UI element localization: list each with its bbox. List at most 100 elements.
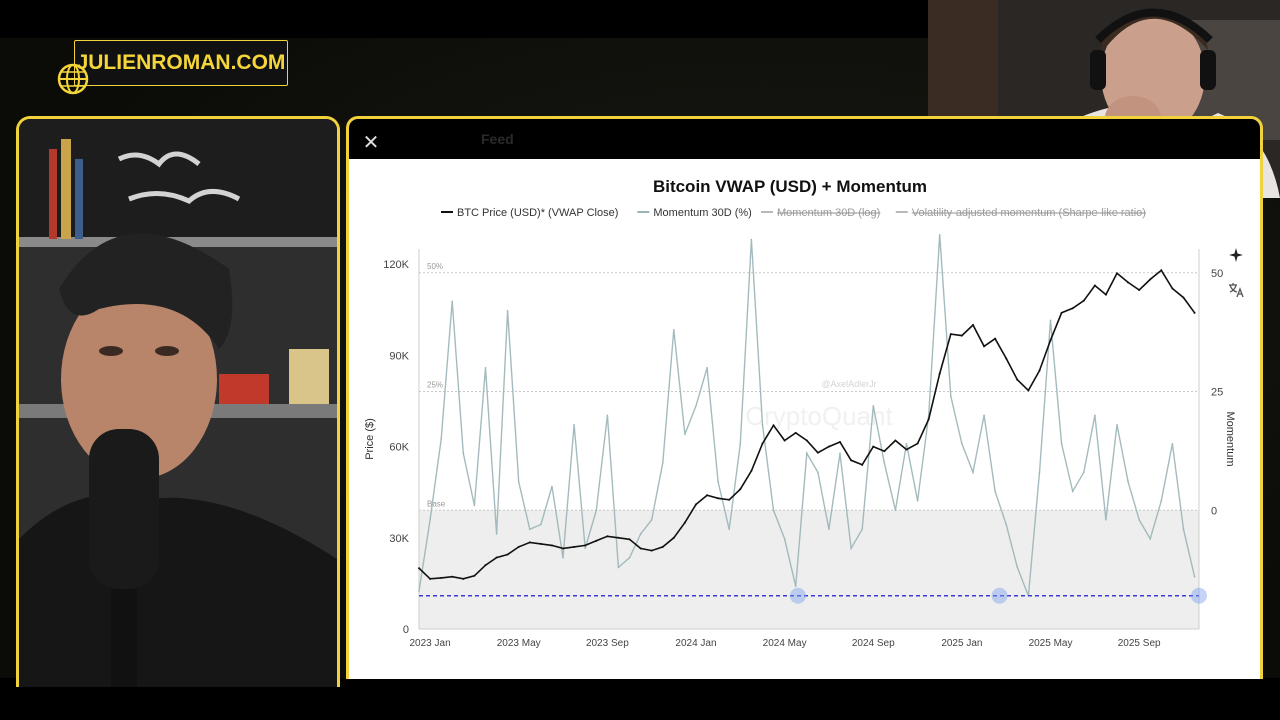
btc-price-point [440,576,443,579]
btc-price-point [1049,339,1052,342]
btc-price-point [1027,389,1030,392]
momentum-point [961,442,963,445]
momentum-point [828,528,830,531]
momentum-point [805,452,808,455]
momentum-point [418,590,420,592]
btc-price-point [805,439,808,442]
momentum-point [517,480,520,483]
btc-price-point [983,345,986,348]
momentum-point [673,328,675,331]
btc-price-point [739,488,742,491]
momentum-point [783,537,786,540]
momentum-point [728,528,731,531]
btc-price-point [573,545,576,548]
btc-price-point [905,448,908,451]
btc-price-point [1104,293,1107,296]
momentum-point [528,528,531,531]
btc-price-point [429,577,432,580]
btc-price-point [550,544,553,547]
momentum-point [462,452,465,455]
btc-price-point [1127,281,1130,284]
btc-price-point [1138,289,1141,292]
btc-price-point [1071,307,1074,310]
legend-label: Momentum 30D (log) [777,207,880,219]
momentum-point [540,523,542,526]
btc-price-point [927,418,930,421]
momentum-point [628,556,631,559]
momentum-point [994,490,996,493]
x-tick-label: 2024 May [763,638,807,649]
legend-label: BTC Price (USD)* (VWAP Close) [457,207,618,219]
btc-price-point [872,445,875,448]
momentum-point [584,547,586,550]
momentum-point [595,509,598,512]
momentum-point [1082,471,1085,474]
momentum-point [916,499,919,502]
btc-price-point [639,547,642,550]
btc-price-point [628,538,631,541]
btc-price-point [1160,269,1163,272]
btc-price-point [418,567,420,570]
momentum-point [706,366,708,369]
momentum-point [794,585,797,588]
momentum-point [850,547,852,550]
y-axis-label: Price ($) [364,418,376,460]
header-tab[interactable]: Feed [481,131,514,147]
momentum-point [695,404,697,407]
sparkle-icon[interactable] [1225,247,1247,269]
x-tick-label: 2025 May [1029,638,1073,649]
btc-price-point [883,450,886,453]
btc-price-point [861,463,864,466]
btc-price-point [528,541,531,544]
momentum-point [1127,480,1129,483]
btc-price-point [1082,299,1085,302]
momentum-point [739,442,742,445]
momentum-point [1094,414,1096,417]
momentum-point [894,509,897,512]
x-tick-label: 2023 Sep [586,638,629,649]
x-tick-label: 2023 Jan [410,638,451,649]
btc-price-point [584,544,587,547]
momentum-point [617,566,620,569]
momentum-point [1005,523,1008,526]
momentum-point [1171,442,1174,445]
btc-price-point [506,553,509,556]
momentum-point [473,504,476,507]
chart-panel-header: ✕ Feed [349,119,1260,159]
momentum-point [983,414,985,417]
btc-price-point [683,521,686,524]
momentum-point [506,309,509,312]
chart-panel: ✕ Feed Bitcoin VWAP (USD) + Momentum BTC… [346,116,1263,679]
translate-icon[interactable] [1225,281,1247,303]
momentum-point [872,404,875,407]
x-tick-label: 2024 Jan [675,638,716,649]
momentum-point [1060,442,1063,445]
chart-title: Bitcoin VWAP (USD) + Momentum [652,177,927,196]
momentum-point [650,518,653,521]
btc-price-point [661,545,664,548]
momentum-point [1105,518,1107,521]
y2-axis-label: Momentum [1224,411,1236,466]
momentum-point [429,518,431,521]
y-tick-label: 0 [403,624,409,636]
btc-price-point [650,549,653,552]
btc-price-point [1193,311,1196,314]
ref-line-label: 50% [427,262,443,271]
close-button[interactable]: ✕ [362,132,380,154]
btc-price-point [994,337,997,340]
momentum-point [1193,575,1196,578]
chart-svg: BTC Price (USD)* (VWAP Close) Momentum 30… [364,207,1236,649]
momentum-point [440,438,442,440]
momentum-point [972,471,974,474]
y2-tick-label: 25 [1211,387,1223,399]
btc-price-point [971,324,974,326]
btc-price-point [451,575,454,578]
momentum-point [1049,319,1052,322]
btc-price-point [1149,278,1152,281]
momentum-point [495,533,498,535]
globe-icon [57,63,89,95]
site-logo[interactable]: JULIENROMAN.COM [56,38,288,95]
btc-price-point [462,577,465,580]
y-tick-label: 60K [389,442,409,454]
y-tick-label: 30K [389,533,409,545]
